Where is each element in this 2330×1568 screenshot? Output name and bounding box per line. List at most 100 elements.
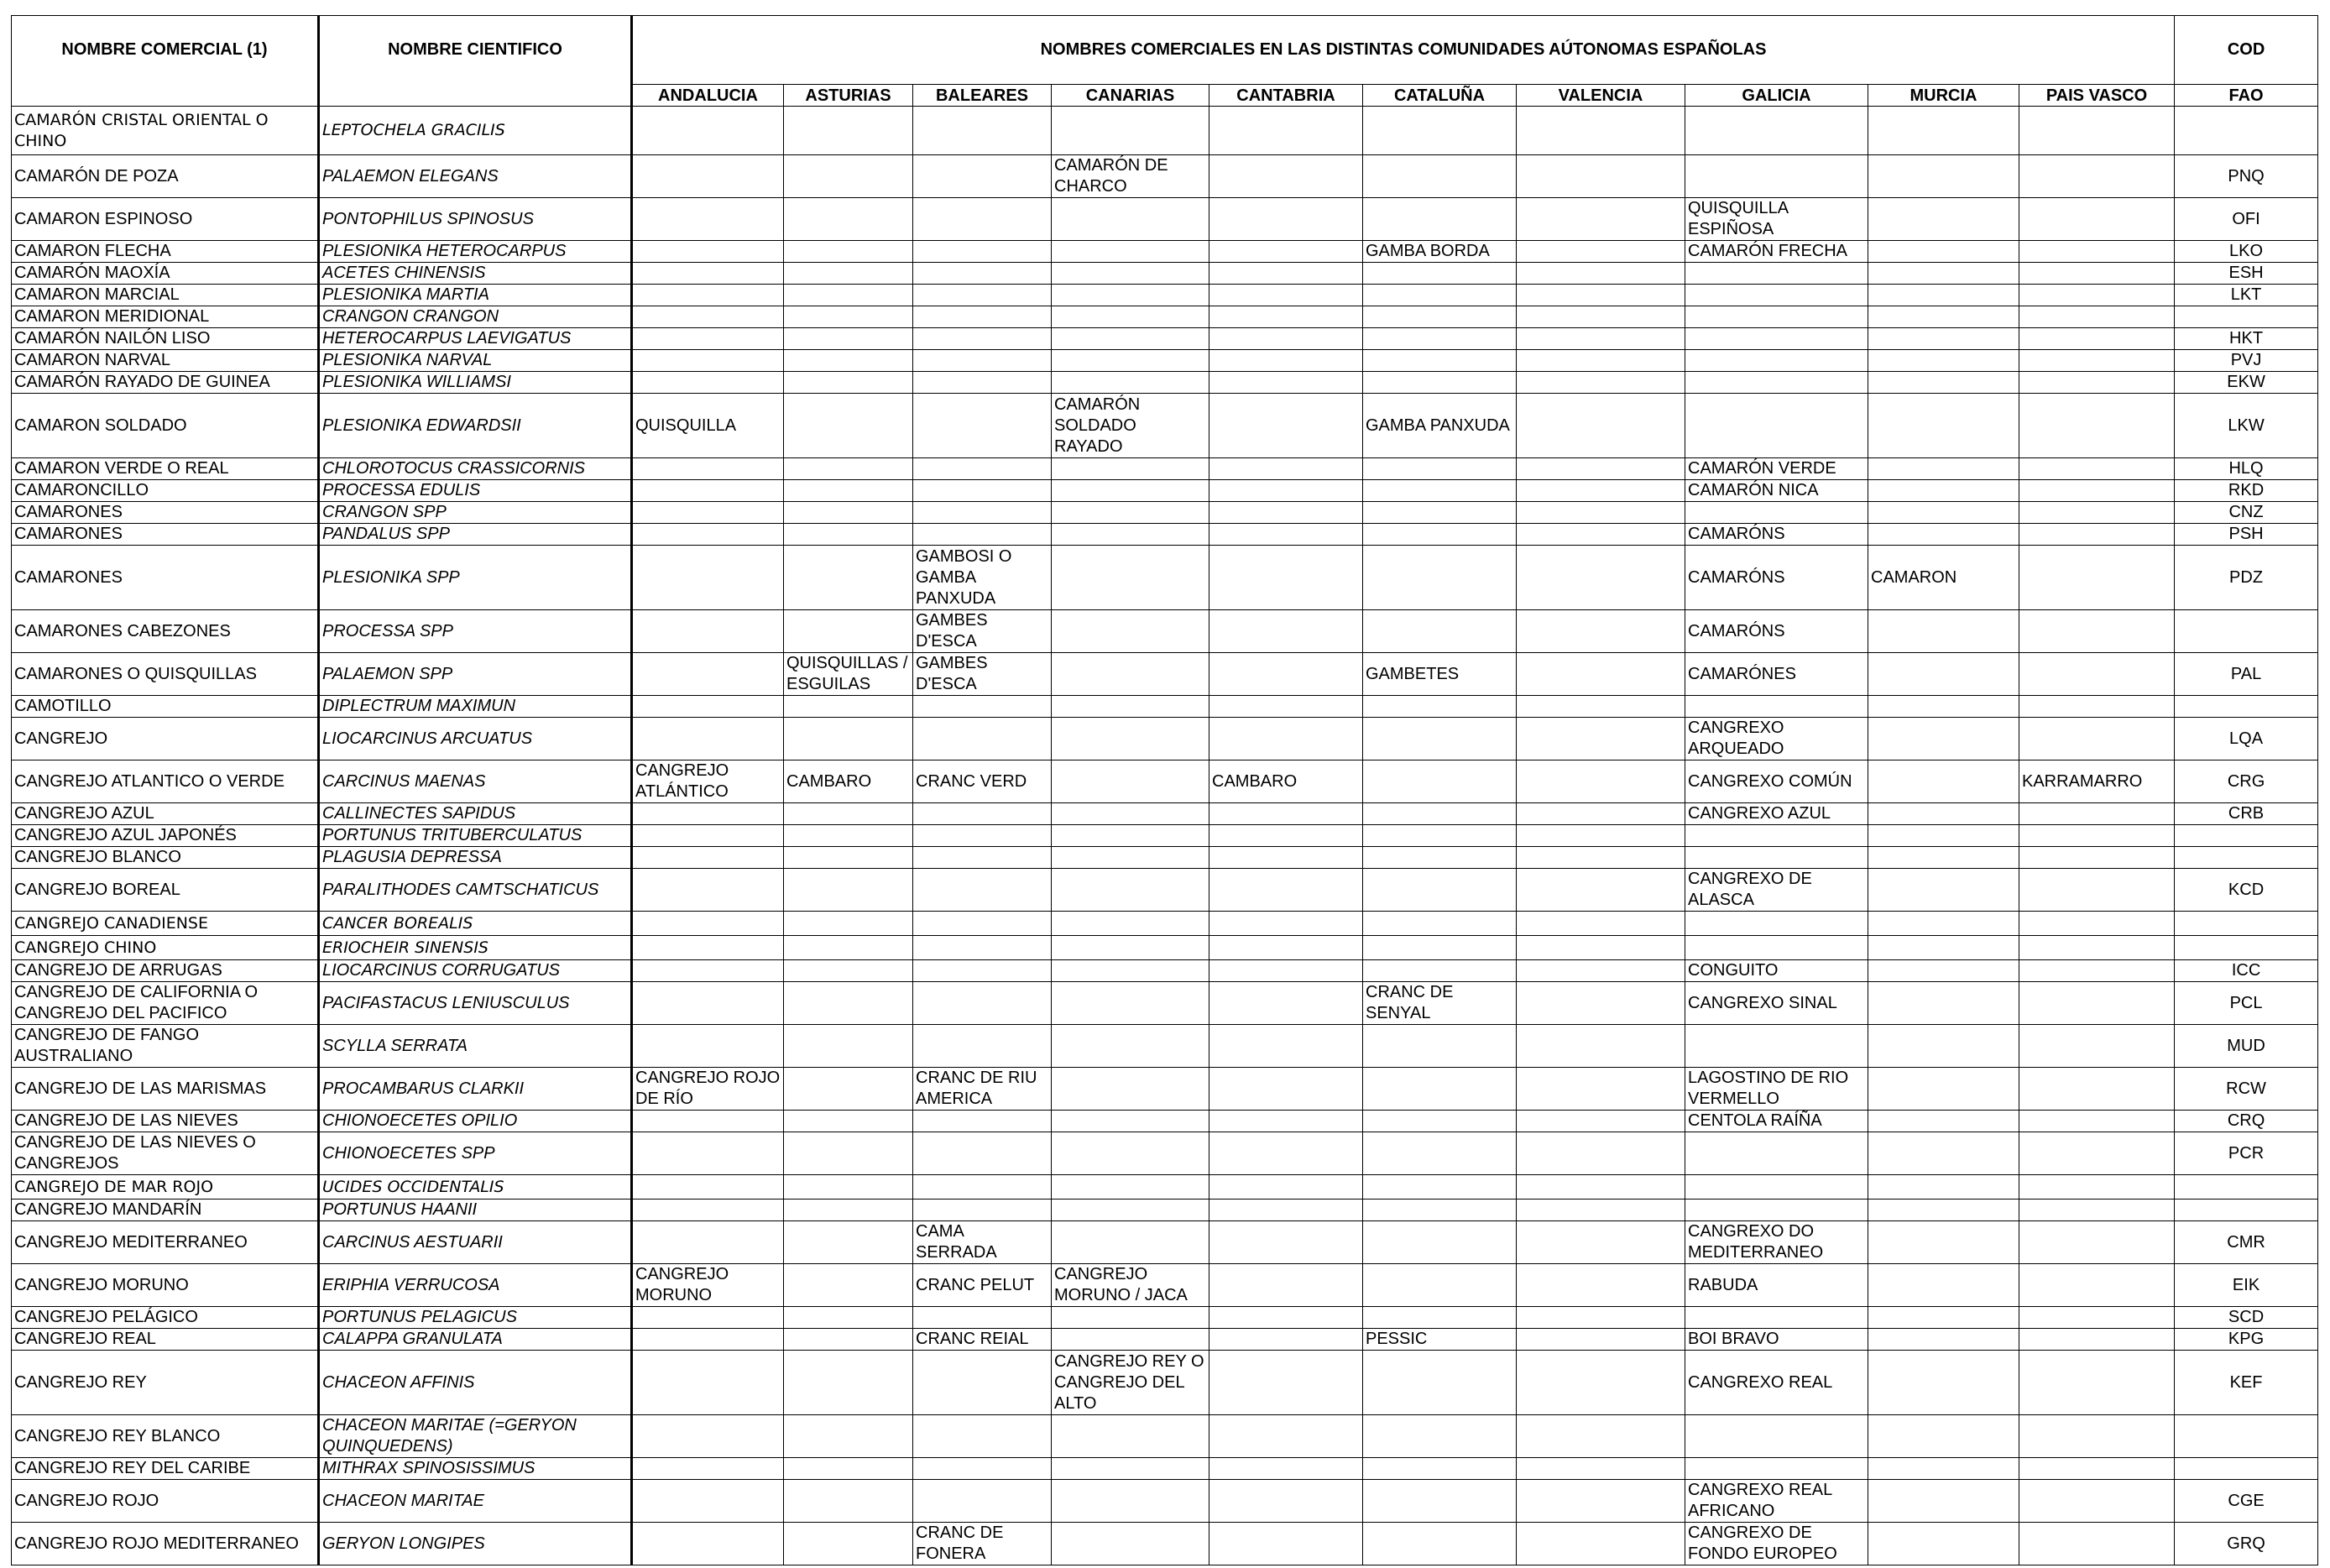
cell-valencia [1516, 802, 1685, 825]
cell-fao: PDZ [2174, 545, 2319, 610]
cell-pais-vasco [2018, 1067, 2176, 1111]
cell-cantabria [1209, 609, 1363, 653]
cell-galicia: CANGREXO SINAL [1685, 981, 1868, 1025]
cell-asturias [783, 457, 913, 480]
cell-andalucia [631, 1024, 784, 1068]
cell-nombre-comercial: CANGREJO ROJO [11, 1479, 320, 1523]
cell-asturias [783, 106, 913, 155]
cell-canarias [1051, 802, 1209, 825]
cell-andalucia [631, 154, 784, 198]
cell-cataluna [1362, 1199, 1517, 1221]
cell-nombre-comercial: CANGREJO CANADIENSE [11, 911, 320, 936]
cell-galicia: CANGREXO DE FONDO EUROPEO [1685, 1522, 1868, 1565]
cell-canarias [1051, 652, 1209, 696]
cell-murcia [1868, 846, 2019, 869]
cell-murcia [1868, 1414, 2019, 1458]
table-row: CANGREJO REAL CALAPPA GRANULATA CRANC REIA… [11, 1328, 2319, 1351]
cell-baleares [912, 1479, 1052, 1523]
cell-fao [2174, 846, 2319, 869]
cell-baleares [912, 911, 1052, 936]
cell-cantabria [1209, 197, 1363, 241]
cell-asturias [783, 393, 913, 458]
cell-valencia [1516, 1024, 1685, 1068]
cell-fao: PSH [2174, 523, 2319, 546]
cell-canarias [1051, 1306, 1209, 1329]
cell-baleares [912, 240, 1052, 263]
cell-andalucia [631, 545, 784, 610]
cell-cataluna [1362, 106, 1517, 155]
cell-pais-vasco [2018, 393, 2176, 458]
cell-canarias [1051, 106, 1209, 155]
cell-nombre-cientifico: PANDALUS SPP [318, 523, 633, 546]
cell-cantabria [1209, 695, 1363, 718]
cell-andalucia [631, 284, 784, 306]
cell-cantabria [1209, 349, 1363, 372]
table-row: CANGREJO AZUL JAPONÉS PORTUNUS TRITUBERCU… [11, 824, 2319, 847]
cell-nombre-comercial: CAMARONCILLO [11, 479, 320, 502]
cell-nombre-comercial: CAMARÓN MAOXÍA [11, 262, 320, 285]
cell-nombre-cientifico: CHIONOECETES OPILIO [318, 1110, 633, 1132]
cell-asturias [783, 306, 913, 328]
table-row: CAMARÓN DE POZA PALAEMON ELEGANS CAMARÓN D… [11, 154, 2319, 198]
cell-valencia [1516, 981, 1685, 1025]
cell-canarias [1051, 1024, 1209, 1068]
cell-galicia: CAMARÓN NICA [1685, 479, 1868, 502]
cell-andalucia [631, 1306, 784, 1329]
cell-cataluna: GAMBA PANXUDA [1362, 393, 1517, 458]
cell-cataluna [1362, 959, 1517, 982]
cell-cantabria [1209, 545, 1363, 610]
table-row: CANGREJO BOREAL PARALITHODES CAMTSCHATICU… [11, 868, 2319, 912]
table-row: CANGREJO DE MAR ROJO UCIDES OCCIDENTALIS [11, 1174, 2319, 1200]
cell-asturias [783, 349, 913, 372]
cell-baleares [912, 349, 1052, 372]
cell-valencia [1516, 284, 1685, 306]
cell-nombre-cientifico: PORTUNUS HAANII [318, 1199, 633, 1221]
table-row: CANGREJO DE LAS NIEVES CHIONOECETES OPILI… [11, 1110, 2319, 1132]
cell-nombre-cientifico: PALAEMON ELEGANS [318, 154, 633, 198]
cell-cataluna [1362, 284, 1517, 306]
cell-cataluna: GAMBETES [1362, 652, 1517, 696]
cell-nombre-comercial: CAMARONES [11, 501, 320, 524]
cell-valencia [1516, 154, 1685, 198]
cell-galicia: RABUDA [1685, 1263, 1868, 1307]
cell-galicia [1685, 1024, 1868, 1068]
cell-galicia [1685, 501, 1868, 524]
cell-canarias [1051, 523, 1209, 546]
cell-cataluna [1362, 935, 1517, 960]
cell-canarias: CANGREJO MORUNO / JACA [1051, 1263, 1209, 1307]
table-row: CANGREJO BLANCO PLAGUSIA DEPRESSA [11, 846, 2319, 869]
cell-fao: PAL [2174, 652, 2319, 696]
cell-nombre-cientifico: PLESIONIKA NARVAL [318, 349, 633, 372]
cell-murcia [1868, 240, 2019, 263]
cell-canarias [1051, 240, 1209, 263]
cell-canarias [1051, 609, 1209, 653]
cell-fao: ESH [2174, 262, 2319, 285]
cell-valencia [1516, 717, 1685, 760]
cell-nombre-comercial: CANGREJO BOREAL [11, 868, 320, 912]
cell-cantabria [1209, 1263, 1363, 1307]
cell-baleares [912, 981, 1052, 1025]
cell-asturias [783, 1132, 913, 1175]
cell-cantabria [1209, 717, 1363, 760]
cell-asturias [783, 240, 913, 263]
cell-asturias [783, 911, 913, 936]
cell-canarias [1051, 284, 1209, 306]
cell-fao [2174, 911, 2319, 936]
cell-nombre-cientifico: LIOCARCINUS ARCUATUS [318, 717, 633, 760]
cell-nombre-cientifico: PORTUNUS TRITUBERCULATUS [318, 824, 633, 847]
cell-galicia [1685, 1306, 1868, 1329]
cell-cantabria [1209, 1306, 1363, 1329]
cell-nombre-cientifico: PONTOPHILUS SPINOSUS [318, 197, 633, 241]
cell-nombre-cientifico: PACIFASTACUS LENIUSCULUS [318, 981, 633, 1025]
cell-nombre-comercial: CANGREJO DE LAS NIEVES [11, 1110, 320, 1132]
cell-cataluna [1362, 1350, 1517, 1415]
cell-cantabria [1209, 393, 1363, 458]
cell-andalucia: CANGREJO MORUNO [631, 1263, 784, 1307]
header-region-canarias: CANARIAS [1051, 84, 1209, 107]
cell-nombre-cientifico: CHACEON AFFINIS [318, 1350, 633, 1415]
cell-fao: CNZ [2174, 501, 2319, 524]
cell-murcia [1868, 284, 2019, 306]
cell-pais-vasco [2018, 240, 2176, 263]
cell-canarias [1051, 501, 1209, 524]
cell-nombre-comercial: CANGREJO AZUL JAPONÉS [11, 824, 320, 847]
